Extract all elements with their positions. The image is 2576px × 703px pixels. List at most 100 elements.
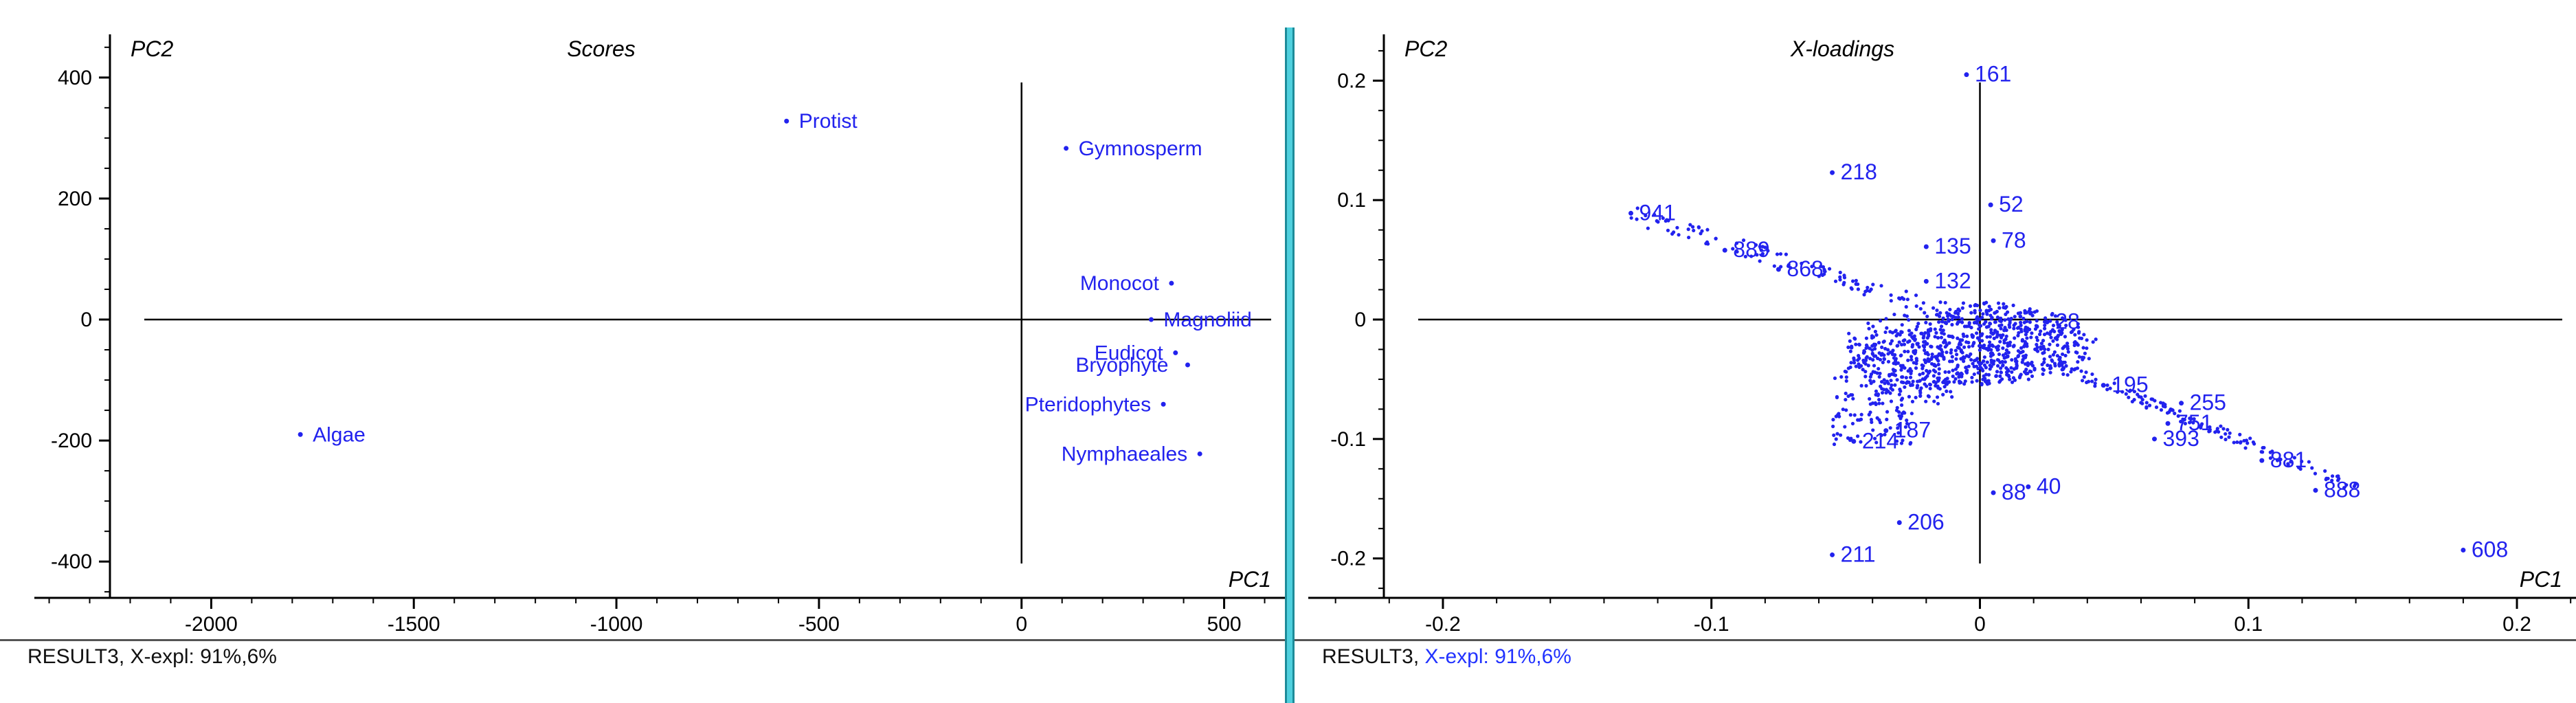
loading-cloud-point [1905,419,1909,423]
loading-cloud-point [1910,399,1915,403]
loading-cloud-point [1800,261,1804,265]
loading-cloud-point [1896,426,1900,430]
loading-cloud-point [2035,335,2039,339]
loading-cloud-point [1921,301,1925,305]
y-tick-label: 0.1 [1337,189,1366,212]
loading-cloud-point [1859,412,1863,416]
loading-cloud-point [1687,235,1691,240]
loading-cloud-point [2030,364,2035,368]
loading-cloud-point [2208,425,2212,429]
loading-cloud-point [2278,457,2283,462]
chart-title: X-loadings [1790,36,1894,61]
loading-cloud-point [2085,338,2089,342]
loading-cloud-point [1655,219,1659,223]
loading-cloud-point [2021,357,2025,362]
loading-cloud-point [1849,436,1853,440]
loading-cloud-point [1991,353,1995,357]
loading-cloud-point [2093,381,2097,386]
loading-cloud-point [1937,372,1941,376]
loading-cloud-point [1868,357,1872,361]
loading-cloud-point [1896,344,1900,348]
loading-cloud-point [1884,388,1889,392]
loading-cloud-point [1885,326,1889,330]
loading-cloud-point [2183,421,2187,425]
loading-cloud-point [2061,352,2065,357]
loading-cloud-point [1896,431,1901,435]
loading-cloud-point [1925,314,1929,319]
loading-cloud-point [1978,308,1982,313]
loading-cloud-point [1872,346,1877,351]
loading-cloud-point [1873,344,1877,348]
loading-cloud-point [1901,438,1905,443]
loading-cloud-point [1998,379,2002,383]
loading-cloud-point [1903,425,1908,429]
loading-cloud-point [2262,445,2266,450]
panel-divider[interactable] [1285,27,1295,703]
loading-cloud-point [2004,306,2008,310]
loading-cloud-point [2010,380,2015,384]
loading-cloud-point [1883,432,1887,436]
loading-cloud-point [1890,339,1894,343]
y-tick-label: 0 [80,309,92,331]
data-point-label: 40 [2037,473,2061,498]
loading-cloud-point [1996,348,2000,352]
loading-cloud-point [1915,324,1919,328]
loading-cloud-point [1942,332,1946,336]
loading-cloud-point [1982,355,1986,359]
loading-cloud-point [1888,391,1892,395]
data-point [2259,458,2265,463]
loading-cloud-point [2042,360,2046,364]
loading-cloud-point [2012,326,2016,331]
loading-cloud-point [1910,344,1914,349]
loading-cloud-point [2020,339,2024,343]
loadings-plot: -0.2 -0.1 0 0.1 0.2 -0.2 -0.1 0 0.1 0.2 X-loadings… [1308,34,2576,636]
data-point-label: 218 [1841,159,1877,184]
loading-cloud-point [1961,301,1966,305]
loading-cloud-point [2011,303,2015,307]
loading-cloud-point [1977,336,1981,340]
loading-cloud-point [2242,438,2246,443]
loading-cloud-point [1766,249,1770,253]
data-point-label: 393 [2162,426,2199,451]
loading-cloud-point [1956,315,1960,320]
data-point-label: 161 [1975,62,2011,87]
loading-cloud-point [1950,355,1954,359]
loading-cloud-point [1963,379,1967,383]
loading-cloud-point [2072,340,2076,345]
loading-cloud-point [1856,282,1860,287]
loading-cloud-point [2199,422,2204,426]
loading-cloud-point [1889,293,1893,298]
loading-cloud-point [1980,383,1984,387]
loading-cloud-point [1943,320,1947,324]
loading-cloud-point [2006,317,2011,321]
loading-cloud-point [2021,354,2026,358]
loading-cloud-point [1870,351,1874,355]
loading-cloud-point [2245,441,2250,445]
loading-cloud-point [1856,434,1860,438]
loading-cloud-point [1884,317,1888,321]
loading-cloud-point [2019,329,2024,333]
loading-cloud-point [1857,343,1861,347]
loading-cloud-point [1731,247,1735,251]
loading-cloud-point [2177,409,2182,413]
loading-cloud-point [2033,327,2038,331]
loading-cloud-point [1635,217,1639,221]
loading-cloud-point [1947,341,1951,345]
loading-cloud-point [2052,350,2057,354]
loading-cloud-point [1888,426,1892,430]
loading-cloud-point [1675,225,1679,230]
loading-cloud-point [2221,427,2226,431]
loading-cloud-point [1909,355,1914,359]
loading-cloud-point [1629,216,1633,220]
loading-cloud-point [1997,306,2002,310]
loading-cloud-point [1907,317,1911,322]
loading-cloud-point [2056,333,2061,337]
y-tick-label: -0.1 [1330,428,1366,451]
loading-cloud-point [2009,366,2013,370]
loading-cloud-point [1995,309,1999,313]
loading-cloud-point [1923,331,1927,335]
loading-cloud-point [1979,366,1983,370]
loading-cloud-point [2079,369,2083,373]
loading-cloud-point [1644,214,1648,218]
